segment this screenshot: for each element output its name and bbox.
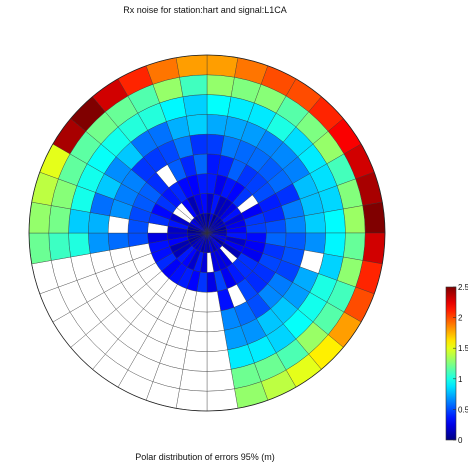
- colorbar-gradient: [445, 286, 457, 441]
- colorbar-tick-label: 0: [458, 436, 463, 445]
- polar-heatmap: [28, 54, 386, 412]
- x-axis-label: Polar distribution of errors 95% (m): [135, 452, 275, 462]
- colorbar-tick-label: 1.5: [458, 344, 468, 353]
- colorbar-tick-label: 0.5: [458, 405, 468, 414]
- colorbar-tick-label: 2.5: [458, 283, 468, 292]
- chart-title: Rx noise for station:hart and signal:L1C…: [123, 5, 287, 15]
- polar-outline: [28, 54, 386, 412]
- colorbar-tick-label: 2: [458, 314, 463, 323]
- colorbar-tick-label: 1: [458, 375, 463, 384]
